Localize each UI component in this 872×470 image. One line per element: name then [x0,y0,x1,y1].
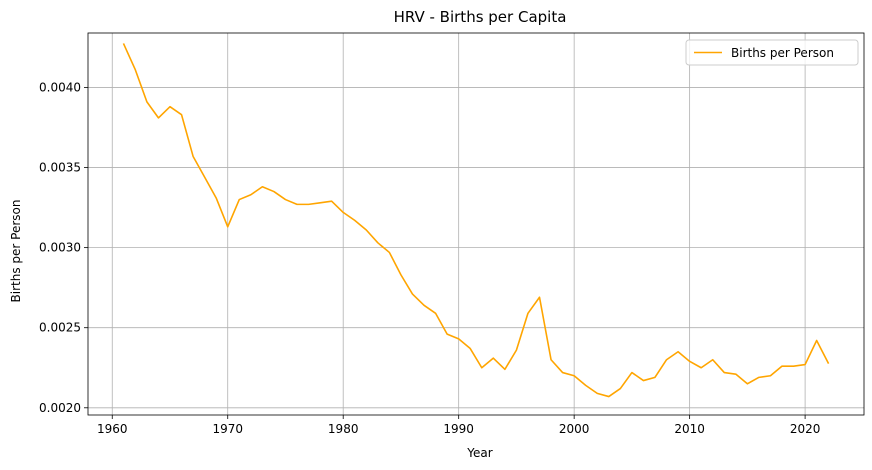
legend: Births per Person [685,39,859,66]
series-line-births-per-person [122,43,830,398]
y-axis: 0.0020 0.0025 0.0030 0.0035 0.0040 [39,80,88,415]
grid [88,33,864,415]
x-tick-label: 2020 [790,422,821,436]
x-tick-label: 2000 [559,422,590,436]
x-axis: 1960 1970 1980 1990 2000 2010 2020 [97,415,820,436]
chart-title: HRV - Births per Capita [394,8,567,26]
x-tick-label: 1990 [443,422,474,436]
legend-box [685,39,859,66]
x-tick-label: 1960 [97,422,128,436]
y-tick-label: 0.0025 [39,321,81,335]
x-tick-label: 1970 [212,422,243,436]
plot-frame [87,32,865,416]
y-tick-label: 0.0020 [39,401,81,415]
y-tick-label: 0.0035 [39,161,81,175]
x-tick-label: 1980 [328,422,359,436]
series-layer [122,43,830,398]
y-axis-label: Births per Person [9,200,23,303]
x-tick-label: 2010 [674,422,705,436]
y-tick-label: 0.0030 [39,241,81,255]
legend-label: Births per Person [731,46,834,60]
x-axis-label: Year [466,446,492,460]
y-tick-label: 0.0040 [39,80,81,94]
